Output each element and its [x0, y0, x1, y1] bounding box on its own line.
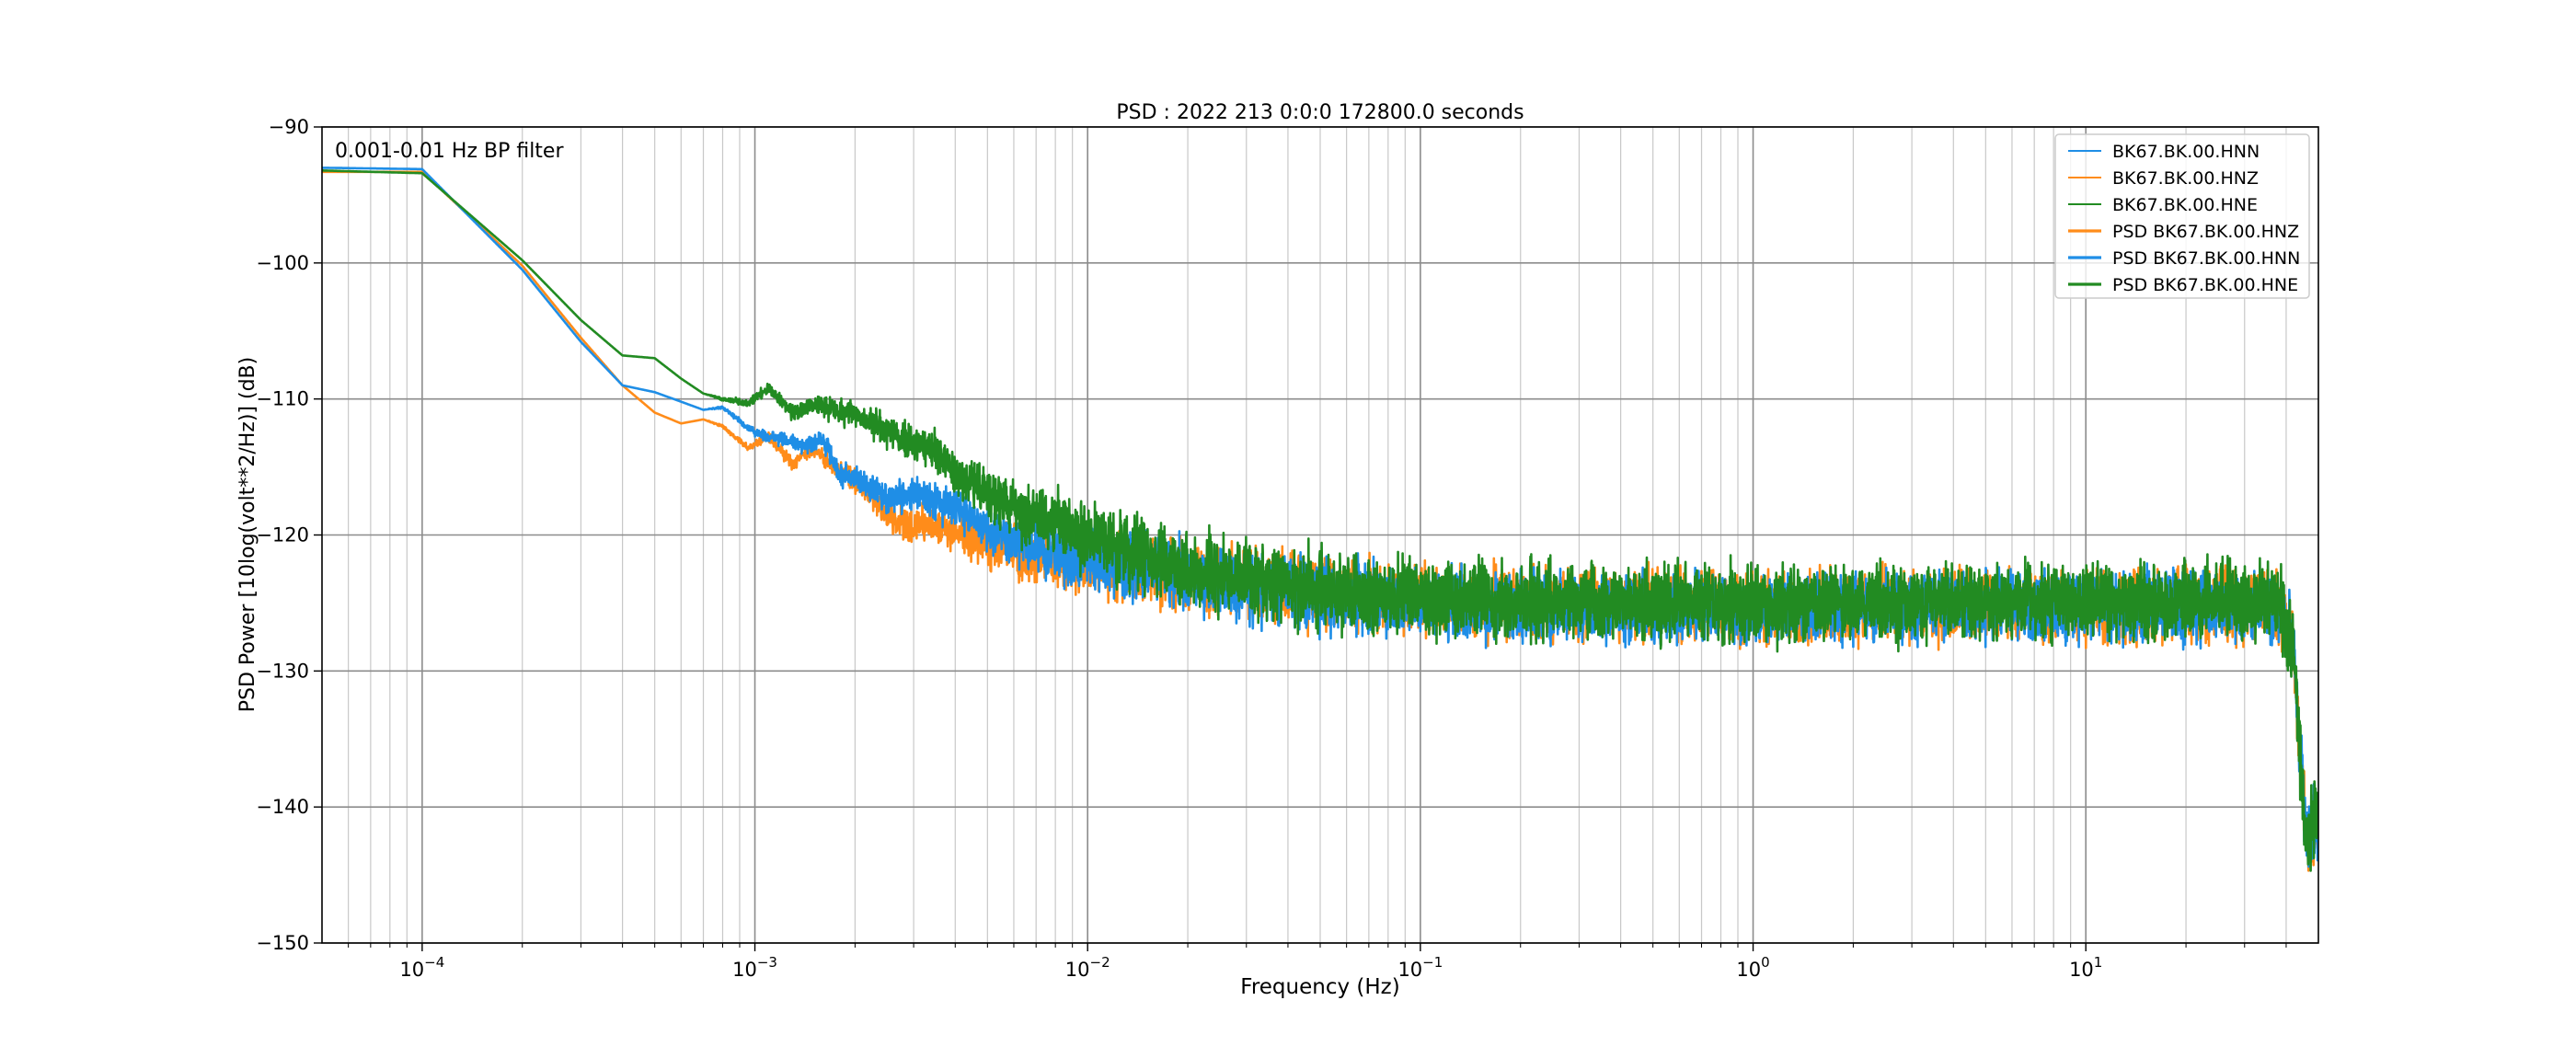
y-tick-label: −130: [256, 660, 309, 682]
legend-label: PSD BK67.BK.00.HNN: [2112, 248, 2300, 269]
chart-title: PSD : 2022 213 0:0:0 172800.0 seconds: [1116, 101, 1524, 124]
x-tick-label: 100: [1736, 954, 1769, 981]
x-tick-label: 10−2: [1065, 954, 1110, 981]
series-group: [322, 167, 2318, 872]
x-tick-label: 10−4: [399, 954, 444, 981]
y-tick-label: −100: [256, 252, 309, 274]
y-tick-label: −90: [269, 116, 309, 138]
legend-label: PSD BK67.BK.00.HNE: [2112, 275, 2298, 295]
legend: BK67.BK.00.HNN BK67.BK.00.HNZ BK67.BK.00.H…: [2054, 133, 2310, 299]
y-tick-label: −140: [256, 796, 309, 818]
legend-label: BK67.BK.00.HNN: [2112, 142, 2260, 162]
legend-label: PSD BK67.BK.00.HNZ: [2112, 222, 2299, 242]
grid-lines: [322, 126, 2318, 944]
series-line: [322, 169, 2318, 872]
legend-box: [2054, 133, 2310, 299]
legend-label: BK67.BK.00.HNE: [2112, 195, 2258, 215]
x-axis-label: Frequency (Hz): [1240, 975, 1399, 999]
y-axis-ticks: −90 −100 −110 −120 −130 −140 −150: [256, 116, 322, 954]
filter-annotation: 0.001-0.01 Hz BP filter: [335, 140, 564, 163]
x-tick-label: 101: [2069, 954, 2102, 981]
y-tick-label: −110: [256, 388, 309, 410]
y-tick-label: −120: [256, 524, 309, 546]
x-axis-ticks: 10−4 10−3 10−2 10−1 100 101: [348, 943, 2287, 981]
y-axis-label: PSD Power [10log(volt**2/Hz)] (dB): [236, 357, 259, 712]
x-tick-label: 10−1: [1397, 954, 1443, 981]
legend-label: BK67.BK.00.HNZ: [2112, 168, 2259, 189]
x-tick-label: 10−3: [732, 954, 777, 981]
y-tick-label: −150: [256, 932, 309, 954]
